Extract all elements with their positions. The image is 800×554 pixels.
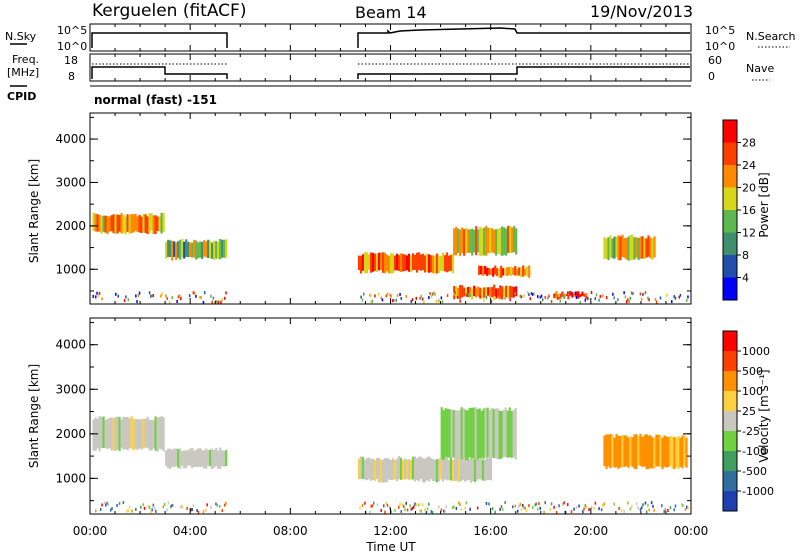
power-ylabel: Slant Range [km]: [27, 159, 41, 263]
nave-tick-top: 60: [708, 54, 722, 67]
colorbar-swatch: [723, 371, 737, 392]
power-speckle: [92, 291, 689, 304]
nave-tick-bottom: 0: [708, 70, 715, 83]
nsky-tick-top: 10^5: [57, 24, 87, 37]
colorbar-swatch: [723, 232, 737, 256]
beam-label: Beam 14: [355, 3, 427, 22]
power-patch: [453, 284, 518, 300]
xtick-label: 20:00: [574, 524, 609, 538]
power-patch: [603, 234, 656, 261]
colorbar-tick-label: 500: [742, 365, 763, 378]
colorbar-swatch: [723, 165, 737, 188]
station-title: Kerguelen (fitACF): [92, 1, 246, 21]
power-ytick-label: 4000: [55, 132, 86, 146]
xtick-label: 08:00: [273, 524, 308, 538]
power-patch: [92, 212, 165, 235]
freq-trace: [91, 66, 690, 79]
colorbar-tick-label: 24: [742, 159, 756, 172]
xaxis-label: Time UT: [365, 540, 416, 554]
power-patch: [478, 265, 531, 278]
colorbar-swatch: [723, 142, 737, 166]
freq-unit-label: [MHz]: [7, 66, 39, 79]
xtick-label: 16:00: [473, 524, 508, 538]
colorbar-swatch: [723, 471, 737, 492]
xtick-label: 04:00: [173, 524, 208, 538]
power-colorbar-label: Power [dB]: [757, 172, 771, 237]
vel-ytick-label: 3000: [55, 382, 86, 396]
nave-label: Nave: [746, 62, 774, 75]
colorbar-swatch: [723, 187, 737, 211]
xtick-label: 12:00: [373, 524, 408, 538]
vel-patch: [357, 456, 493, 483]
colorbar-tick-label: 1000: [742, 345, 770, 358]
velocity-data: [92, 407, 689, 514]
colorbar-tick-label: -100: [742, 445, 767, 458]
nsearch-tick-bottom: 10^0: [705, 40, 735, 53]
colorbar-tick-label: 4: [742, 272, 749, 285]
colorbar-swatch: [723, 210, 737, 233]
colorbar-swatch: [723, 451, 737, 472]
colorbar-swatch: [723, 120, 737, 143]
colorbar-tick-label: 12: [742, 227, 756, 240]
power-colorbar: 28 24 20 16 12 8 4: [722, 119, 756, 301]
colorbar-swatch: [723, 331, 737, 352]
colorbar-swatch: [723, 277, 737, 301]
colorbar-tick-label: 25: [742, 405, 756, 418]
colorbar-tick-label: -25: [742, 425, 760, 438]
velocity-colorbar: 1000 500 100 25 -25 -100 -500 -1000: [722, 330, 774, 512]
colorbar-tick-label: 28: [742, 137, 756, 150]
colorbar-swatch: [723, 351, 737, 372]
xtick-label: 00:00: [674, 524, 709, 538]
freq-tick-top: 18: [64, 54, 78, 67]
cpid-label: CPID: [7, 90, 36, 103]
colorbar-swatch: [723, 491, 737, 512]
colorbar-tick-label: 8: [742, 249, 749, 262]
colorbar-tick-label: 100: [742, 385, 763, 398]
xtick-label: 00:00: [73, 524, 108, 538]
velocity-colorbar-label: Velocity [m s⁻¹]: [757, 369, 771, 462]
nsearch-tick-top: 10^5: [705, 24, 735, 37]
nsky-panel: N.Sky 10^5 10^0 10^5 10^0 N.Search: [5, 23, 796, 53]
date-label: 19/Nov/2013: [590, 2, 693, 21]
vel-patch: [165, 447, 228, 470]
vel-ytick-label: 4000: [55, 338, 86, 352]
nsky-trace: [91, 27, 690, 48]
colorbar-swatch: [723, 255, 737, 278]
power-panel: 4000 3000 2000 1000 Slant Range [km]: [27, 112, 692, 305]
vel-ytick-label: 2000: [55, 427, 86, 441]
colorbar-tick-label: 20: [742, 182, 756, 195]
vel-speckle: [95, 501, 689, 514]
vel-patch: [92, 416, 165, 452]
velocity-ylabel: Slant Range [km]: [27, 364, 41, 468]
power-ytick-label: 2000: [55, 219, 86, 233]
power-data: [92, 212, 689, 304]
colorbar-tick-label: 16: [742, 204, 756, 217]
colorbar-swatch: [723, 391, 737, 412]
colorbar-tick-label: -500: [742, 465, 767, 478]
vel-patch: [440, 407, 517, 461]
nsearch-label: N.Search: [746, 30, 796, 43]
power-patch: [453, 225, 518, 257]
power-patch: [165, 239, 228, 261]
cpid-program: normal (fast) -151: [94, 93, 217, 107]
freq-tick-bottom: 8: [68, 70, 75, 83]
colorbar-tick-label: -1000: [742, 485, 774, 498]
colorbar-swatch: [723, 411, 737, 432]
nsky-label: N.Sky: [5, 30, 37, 43]
colorbar-swatch: [723, 431, 737, 452]
power-ytick-label: 3000: [55, 175, 86, 189]
power-patch: [357, 252, 455, 274]
nsky-tick-bottom: 10^0: [57, 40, 87, 53]
freq-label: Freq.: [12, 53, 39, 66]
vel-patch: [603, 433, 688, 470]
power-ytick-label: 1000: [55, 262, 86, 276]
vel-ytick-label: 1000: [55, 471, 86, 485]
velocity-panel: 4000 3000 2000 1000 Slant Range [km]: [27, 317, 692, 515]
time-axis: 00:00 04:00 08:00 12:00 16:00 20:00 00:00: [73, 24, 709, 538]
